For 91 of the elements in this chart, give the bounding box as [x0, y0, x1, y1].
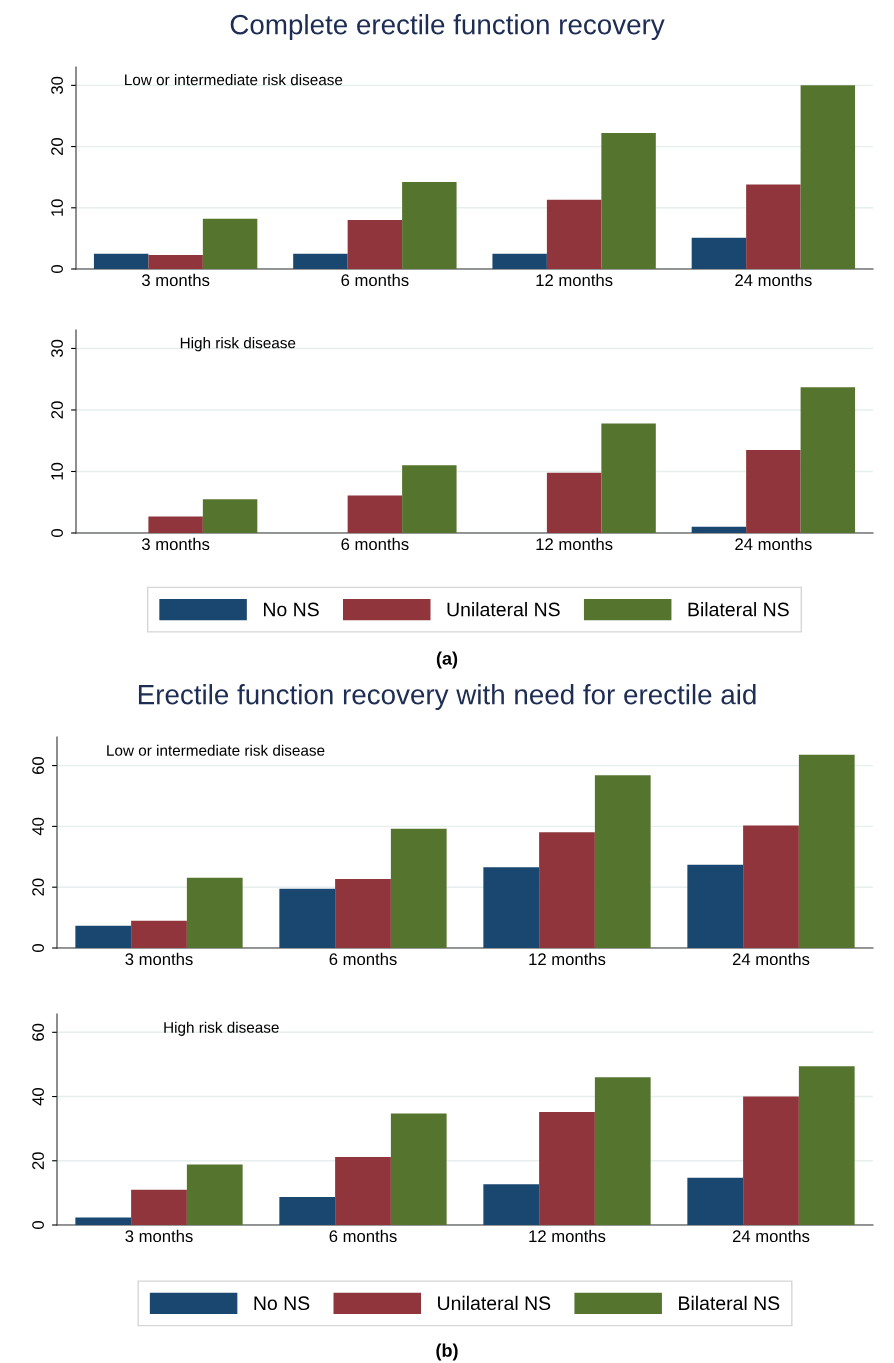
x-tick-label: 3 months: [141, 273, 210, 287]
bar: [483, 1184, 540, 1225]
bar: [743, 1096, 799, 1225]
bar: [279, 888, 336, 948]
bar: [601, 133, 656, 269]
bar: [202, 499, 258, 533]
bar: [691, 526, 747, 533]
y-tick-label: 20: [51, 137, 63, 156]
bar: [335, 1156, 391, 1225]
bar: [202, 218, 258, 269]
legend-label: Bilateral NS: [679, 1295, 780, 1311]
bar: [131, 1189, 187, 1225]
x-tick-label: 6 months: [329, 1229, 397, 1243]
bar: [800, 387, 856, 533]
bar: [347, 220, 403, 269]
y-tick-label: 0: [51, 529, 63, 537]
x-tick-label: 12 months: [529, 952, 606, 966]
bar: [483, 867, 540, 948]
legend-label: Unilateral NS: [447, 602, 560, 617]
text: (a): [436, 651, 458, 669]
bar: [687, 864, 744, 948]
y-tick-label: 10: [51, 462, 63, 480]
x-tick-label: 12 months: [536, 537, 613, 551]
annotation: Low or intermediate risk disease: [125, 74, 343, 86]
bar: [75, 925, 132, 948]
bar: [594, 775, 651, 948]
bar: [492, 253, 547, 269]
bar: [148, 254, 203, 269]
bar: [390, 1113, 447, 1225]
y-tick-label: 60: [32, 756, 44, 774]
legend-label: No NS: [264, 602, 319, 617]
bar: [279, 1197, 336, 1225]
bar: [75, 1217, 132, 1225]
annotation: Low or intermediate risk disease: [107, 744, 325, 756]
x-tick-label: 3 months: [125, 1229, 193, 1243]
bar: [798, 754, 855, 948]
bar: [601, 423, 656, 533]
y-tick-label: 30: [51, 76, 63, 94]
x-tick-label: 6 months: [341, 537, 409, 551]
bar: [746, 184, 801, 269]
chart-title: Complete erectile function recovery: [230, 14, 665, 40]
bar: [390, 828, 447, 948]
text: (b): [436, 1343, 458, 1361]
bar: [539, 1111, 595, 1225]
y-tick-label: 30: [51, 339, 63, 358]
bar: [743, 825, 799, 948]
x-tick-label: 24 months: [732, 952, 810, 966]
annotation: High risk disease: [180, 337, 296, 352]
bar: [347, 495, 403, 533]
legend-label: Bilateral NS: [688, 602, 789, 617]
bar: [293, 253, 348, 269]
y-tick-label: 40: [32, 817, 44, 836]
legend-label: Unilateral NS: [438, 1295, 551, 1311]
x-tick-label: 24 months: [735, 537, 812, 551]
bar: [539, 832, 595, 948]
bar: [800, 85, 856, 269]
y-tick-label: 0: [51, 265, 63, 273]
x-tick-label: 24 months: [735, 273, 812, 287]
bar: [798, 1066, 855, 1225]
bar: [131, 920, 187, 948]
bar: [546, 199, 602, 269]
bar: [402, 182, 457, 269]
annotation: High risk disease: [164, 1021, 279, 1036]
bar: [746, 449, 801, 533]
bar: [335, 878, 391, 948]
x-tick-label: 6 months: [329, 952, 397, 966]
bar: [93, 253, 149, 269]
x-tick-label: 12 months: [529, 1229, 606, 1243]
x-tick-label: 12 months: [536, 273, 613, 287]
bar: [186, 877, 243, 948]
bar: [691, 237, 747, 269]
bar: [402, 465, 457, 533]
legend-label: No NS: [254, 1296, 310, 1311]
bar: [594, 1077, 651, 1225]
y-tick-label: 60: [32, 1023, 44, 1041]
y-tick-label: 20: [32, 1152, 44, 1170]
y-tick-label: 10: [51, 199, 63, 216]
bar: [546, 472, 602, 533]
bar: [186, 1164, 243, 1225]
y-tick-label: 20: [51, 401, 63, 419]
chart-title: Erectile function recovery with need for erectile aid: [138, 684, 756, 710]
bar: [148, 516, 203, 533]
y-tick-label: 40: [32, 1087, 44, 1106]
y-tick-label: 0: [32, 944, 44, 952]
x-tick-label: 6 months: [341, 273, 409, 287]
x-tick-label: 24 months: [732, 1229, 810, 1243]
y-tick-label: 0: [32, 1221, 44, 1229]
y-tick-label: 20: [32, 878, 44, 896]
bar: [687, 1177, 744, 1225]
x-tick-label: 3 months: [141, 537, 210, 551]
x-tick-label: 3 months: [125, 952, 193, 966]
